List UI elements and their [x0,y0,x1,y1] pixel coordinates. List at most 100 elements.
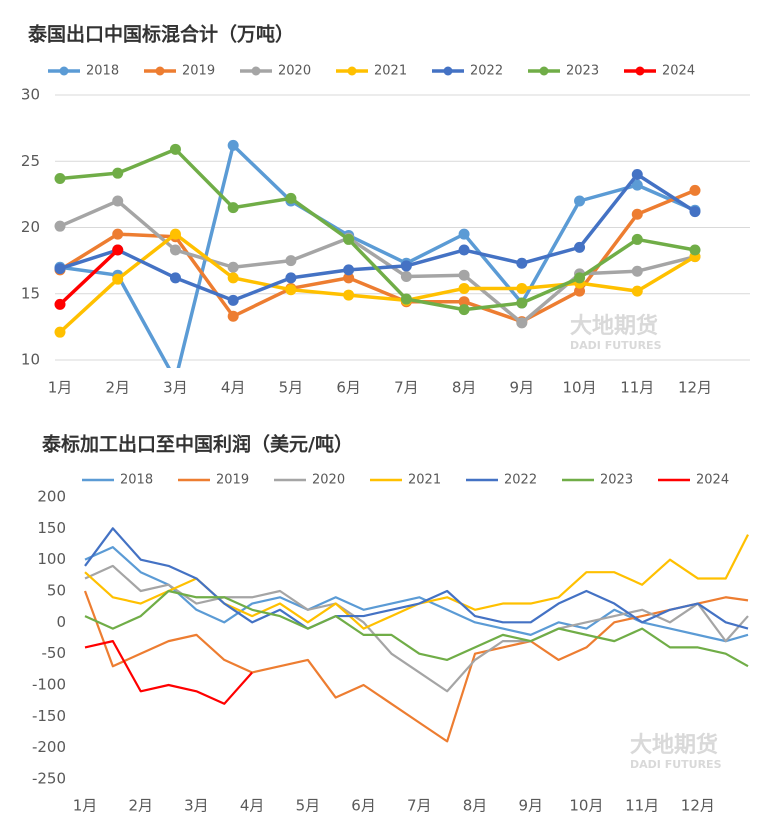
point [112,228,124,240]
point [169,272,181,284]
point [285,192,297,204]
point [574,195,586,207]
watermark-sub: DADI FUTURES [570,339,662,352]
x-tick-label: 5月 [296,797,321,815]
point [227,294,239,306]
series-line [84,527,749,630]
point [689,206,701,218]
x-tick-label: 8月 [452,379,477,397]
point [400,271,412,283]
x-tick-label: 10月 [562,379,596,397]
legend-label: 2018 [120,473,153,488]
x-tick-label: 10月 [569,797,603,815]
point [631,265,643,277]
x-tick-label: 3月 [184,797,209,815]
point [227,272,239,284]
y-tick-label: 150 [37,519,66,537]
point [227,202,239,214]
legend-label: 2020 [312,473,345,488]
legend-dot [155,66,165,76]
series-line [58,232,696,334]
y-tick-label: 50 [47,582,66,600]
legend-label: 2019 [216,473,249,488]
point [516,317,528,329]
legend-label: 2024 [696,473,729,488]
point [169,228,181,240]
point [574,285,586,297]
point [227,139,239,151]
point [458,304,470,316]
point [54,172,66,184]
series-line [84,640,253,705]
y-tick-label: 100 [37,550,66,568]
plot [54,139,701,368]
x-tick-label: 2月 [128,797,153,815]
x-tick-label: 11月 [620,379,654,397]
point [516,282,528,294]
x-tick-label: 11月 [625,797,659,815]
point [631,208,643,220]
x-tick-label: 7月 [407,797,432,815]
series-line [59,143,696,368]
point [54,263,66,275]
point [112,273,124,285]
legend-dot [635,66,645,76]
point [343,233,355,245]
legend-label: 2023 [600,473,633,488]
point [689,244,701,256]
y-tick-label: -250 [32,770,66,788]
plot [83,527,749,743]
point [631,179,643,191]
x-tick-label: 5月 [279,379,304,397]
legend-label: 2023 [566,64,599,79]
legend-dot [347,66,357,76]
y-tick-label: 20 [21,218,40,236]
x-tick-label: 1月 [48,379,73,397]
point [112,167,124,179]
point [112,195,124,207]
y-tick-label: 25 [21,152,40,170]
point [285,255,297,267]
x-tick-label: 6月 [351,797,376,815]
legend-label: 2018 [86,64,119,79]
x-tick-label: 9月 [510,379,535,397]
point [631,169,643,180]
point [631,233,643,245]
y-tick-label: -150 [32,707,66,725]
point [689,184,701,196]
series-line [59,188,696,324]
y-tick-label: 10 [21,351,40,369]
point [458,244,470,256]
point [458,269,470,281]
x-tick-label: 1月 [73,797,98,815]
x-tick-label: 3月 [163,379,188,397]
point [54,326,66,338]
x-tick-label: 7月 [394,379,419,397]
series-line [84,589,749,668]
chart-title: 泰标加工出口至中国利润（美元/吨） [41,433,353,456]
y-tick-label: -200 [32,738,66,756]
legend-label: 2022 [504,473,537,488]
x-tick-label: 12月 [678,379,712,397]
watermark: 大地期货 [570,313,658,339]
point [631,285,643,297]
point [516,257,528,269]
point [574,241,586,253]
series-line [58,248,119,306]
point [343,289,355,301]
x-tick-label: 4月 [240,797,265,815]
point [458,282,470,294]
point [343,272,355,284]
y-tick-label: -100 [32,676,66,694]
x-tick-label: 9月 [518,797,543,815]
watermark: 大地期货 [630,732,718,758]
point [458,296,470,308]
chart-title: 泰国出口中国标混合计（万吨） [27,23,294,46]
legend-label: 2020 [278,64,311,79]
y-tick-label: 15 [21,284,40,302]
legend-label: 2024 [662,64,695,79]
legend-label: 2021 [408,473,441,488]
series-line [83,590,749,743]
legend-dot [251,66,261,76]
